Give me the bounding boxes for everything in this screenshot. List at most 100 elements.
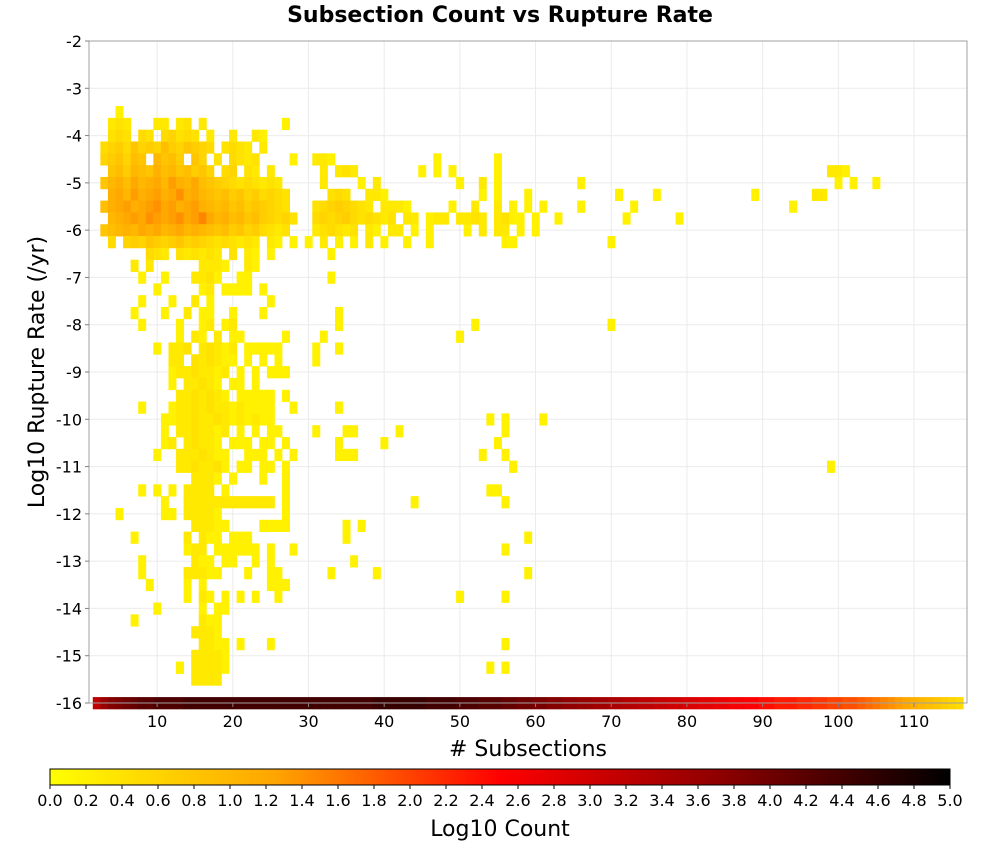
heatmap-cell [198, 366, 207, 379]
heatmap-cell [198, 614, 207, 627]
heatmap-cell [251, 236, 260, 249]
heatmap-cell [176, 212, 185, 225]
heatmap-cell [198, 306, 207, 320]
heatmap-cell [145, 165, 154, 178]
heatmap-cell [176, 661, 185, 674]
heatmap-cell [206, 531, 215, 544]
heatmap-cell [342, 200, 351, 213]
heatmap-cell [213, 354, 222, 367]
x-tick-label: 40 [374, 712, 394, 731]
heatmap-cell [153, 141, 162, 154]
heatmap-cell [123, 212, 132, 225]
heatmap-cell [266, 212, 275, 225]
heatmap-cell [183, 247, 192, 261]
heatmap-cell [176, 129, 185, 142]
heatmap-cell [236, 460, 245, 473]
heatmap-cell [509, 200, 518, 213]
heatmap-cell [138, 212, 147, 225]
heatmap-cell [244, 176, 253, 190]
heatmap-cell [176, 224, 185, 237]
heatmap-cell [675, 212, 684, 225]
heatmap-cell [183, 496, 192, 509]
heatmap-cell [229, 247, 237, 261]
heatmap-cell [456, 176, 465, 190]
heatmap-cell [229, 129, 237, 142]
heatmap-cell [206, 425, 215, 438]
heatmap-cell [198, 555, 207, 568]
heatmap-cell [191, 366, 200, 379]
heatmap-cell [826, 165, 835, 178]
heatmap-cell [312, 354, 321, 367]
heatmap-cell [183, 389, 192, 402]
heatmap-cell [183, 129, 192, 142]
heatmap-cell [274, 188, 283, 201]
heatmap-cell [198, 153, 207, 166]
heatmap-cell [176, 247, 185, 261]
colorbar-tick-label: 4.0 [757, 791, 782, 810]
heatmap-cell [259, 306, 268, 320]
heatmap-cell [577, 200, 586, 213]
heatmap-cell [486, 661, 495, 674]
heatmap-cell [130, 188, 139, 201]
heatmap-cell [229, 224, 237, 237]
heatmap-cell [312, 153, 321, 166]
y-tick-label: -10 [56, 410, 82, 429]
heatmap-cell [221, 484, 230, 497]
heatmap-cell [342, 188, 351, 201]
colorbar-tick-label: 2.8 [541, 791, 566, 810]
heatmap-cell [168, 366, 177, 379]
heatmap-cell [319, 165, 328, 178]
heatmap-cell [531, 224, 540, 237]
x-tick-label: 60 [525, 712, 545, 731]
heatmap-cell [198, 507, 207, 521]
heatmap-cell [130, 176, 139, 190]
heatmap-cell [342, 165, 351, 178]
heatmap-cell [274, 354, 283, 367]
heatmap-cell [191, 224, 200, 237]
y-tick-label: -13 [56, 552, 82, 571]
heatmap-cell [221, 649, 230, 663]
heatmap-cell [448, 165, 457, 178]
x-tick-label: 70 [601, 712, 621, 731]
heatmap-cell [244, 496, 253, 509]
heatmap-cell [229, 153, 237, 166]
heatmap-cell [191, 236, 200, 249]
heatmap-cell [191, 626, 200, 639]
heatmap-cell [123, 117, 132, 131]
heatmap-cell [350, 224, 359, 237]
heatmap-cell [160, 425, 169, 438]
heatmap-cell [274, 224, 283, 237]
y-tick-label: -5 [66, 174, 82, 193]
heatmap-cell [244, 153, 253, 166]
heatmap-cell [176, 236, 185, 249]
heatmap-cell [357, 200, 366, 213]
heatmap-cell [145, 176, 154, 190]
heatmap-cell [244, 236, 253, 249]
heatmap-cell [145, 141, 154, 154]
heatmap-cell [176, 425, 185, 438]
heatmap-cell [229, 354, 237, 367]
heatmap-cell [463, 224, 472, 237]
heatmap-cell [274, 519, 283, 532]
heatmap-cell [191, 247, 200, 261]
heatmap-cell [630, 200, 639, 213]
colorbar-tick-label: 2.4 [469, 791, 494, 810]
heatmap-cell [213, 626, 222, 639]
heatmap-cell [153, 602, 162, 615]
heatmap-cell [501, 543, 510, 556]
heatmap-cell [493, 224, 502, 237]
heatmap-cell [274, 448, 283, 462]
heatmap-cell [312, 212, 321, 225]
heatmap-cell [236, 330, 245, 343]
heatmap-cell [524, 200, 533, 213]
heatmap-cell [289, 543, 298, 556]
heatmap-cell [183, 543, 192, 556]
x-tick-label: 10 [147, 712, 167, 731]
heatmap-cell [312, 425, 321, 438]
heatmap-cell [160, 176, 169, 190]
heatmap-cell [274, 578, 283, 592]
heatmap-cell [244, 247, 253, 261]
heatmap-cell [259, 176, 268, 190]
heatmap-cell [198, 377, 207, 391]
heatmap-cell [198, 236, 207, 249]
